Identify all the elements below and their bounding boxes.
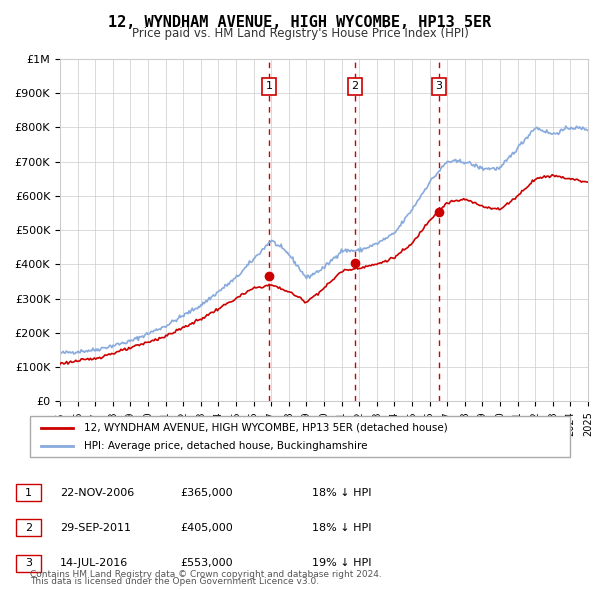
Text: 29-SEP-2011: 29-SEP-2011 <box>60 523 131 533</box>
Text: 14-JUL-2016: 14-JUL-2016 <box>60 559 128 568</box>
Text: 2: 2 <box>351 81 358 91</box>
Text: 3: 3 <box>25 559 32 568</box>
Text: 18% ↓ HPI: 18% ↓ HPI <box>312 523 371 533</box>
FancyBboxPatch shape <box>30 416 570 457</box>
Text: 1: 1 <box>25 488 32 497</box>
Text: Contains HM Land Registry data © Crown copyright and database right 2024.: Contains HM Land Registry data © Crown c… <box>30 571 382 579</box>
Text: HPI: Average price, detached house, Buckinghamshire: HPI: Average price, detached house, Buck… <box>84 441 367 451</box>
Text: 3: 3 <box>436 81 443 91</box>
Text: 12, WYNDHAM AVENUE, HIGH WYCOMBE, HP13 5ER (detached house): 12, WYNDHAM AVENUE, HIGH WYCOMBE, HP13 5… <box>84 422 448 432</box>
Text: 2: 2 <box>25 523 32 533</box>
Text: 12, WYNDHAM AVENUE, HIGH WYCOMBE, HP13 5ER: 12, WYNDHAM AVENUE, HIGH WYCOMBE, HP13 5… <box>109 15 491 30</box>
Text: 22-NOV-2006: 22-NOV-2006 <box>60 488 134 497</box>
Text: £405,000: £405,000 <box>180 523 233 533</box>
Text: £365,000: £365,000 <box>180 488 233 497</box>
Text: This data is licensed under the Open Government Licence v3.0.: This data is licensed under the Open Gov… <box>30 577 319 586</box>
Text: 18% ↓ HPI: 18% ↓ HPI <box>312 488 371 497</box>
Text: 1: 1 <box>265 81 272 91</box>
Text: £553,000: £553,000 <box>180 559 233 568</box>
Text: 19% ↓ HPI: 19% ↓ HPI <box>312 559 371 568</box>
Text: Price paid vs. HM Land Registry's House Price Index (HPI): Price paid vs. HM Land Registry's House … <box>131 27 469 40</box>
